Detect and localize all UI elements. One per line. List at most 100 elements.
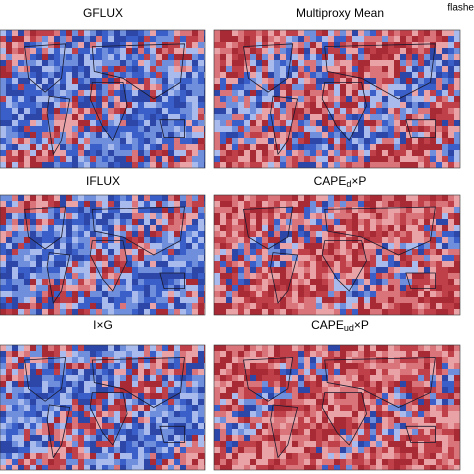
map-cell	[286, 357, 292, 363]
map-cell	[226, 429, 232, 435]
map-cell	[132, 144, 138, 150]
map-cell	[244, 132, 250, 138]
map-cell	[280, 357, 286, 363]
map-cell	[400, 207, 406, 213]
map-cell	[304, 249, 310, 255]
map-cell	[310, 363, 316, 369]
map-cell	[220, 255, 226, 261]
map-cell	[6, 243, 12, 249]
map-cell	[204, 411, 205, 417]
map-cell	[226, 213, 232, 219]
map-cell	[180, 381, 186, 387]
map-cell	[334, 150, 340, 156]
map-cell	[30, 303, 36, 309]
map-cell	[168, 78, 174, 84]
coastline	[89, 82, 128, 142]
map-cell	[144, 363, 150, 369]
map-cell	[162, 78, 168, 84]
map-cell	[412, 405, 418, 411]
map-cell	[232, 255, 238, 261]
map-cell	[436, 369, 442, 375]
map-cell	[268, 291, 274, 297]
map-cell	[442, 207, 448, 213]
map-cell	[150, 48, 156, 54]
map-cell	[232, 357, 238, 363]
map-cell	[144, 138, 150, 144]
map-cell	[96, 201, 102, 207]
map-cell	[0, 453, 6, 459]
map-cell	[334, 351, 340, 357]
map-cell	[454, 219, 460, 225]
map-cell	[340, 42, 346, 48]
map-cell	[238, 459, 244, 465]
map-cell	[406, 453, 412, 459]
map-cell	[304, 405, 310, 411]
map-cell	[442, 273, 448, 279]
map-cell	[162, 363, 168, 369]
map-cell	[186, 66, 192, 72]
map-cell	[162, 96, 168, 102]
map-cell	[48, 156, 54, 162]
map-cell	[358, 261, 364, 267]
map-cell	[448, 405, 454, 411]
map-cell	[0, 78, 6, 84]
map-cell	[436, 291, 442, 297]
map-cell	[132, 162, 138, 168]
map-cell	[36, 453, 42, 459]
map-cell	[412, 90, 418, 96]
map-cell	[400, 120, 406, 126]
map-cell	[352, 279, 358, 285]
map-cell	[24, 399, 30, 405]
map-cell	[150, 36, 156, 42]
map-cell	[220, 375, 226, 381]
map-cell	[18, 60, 24, 66]
map-cell	[394, 207, 400, 213]
map-cell	[78, 120, 84, 126]
map-cell	[340, 237, 346, 243]
map-cell	[250, 465, 256, 470]
map-cell	[96, 96, 102, 102]
map-cell	[292, 399, 298, 405]
map-cell	[358, 231, 364, 237]
map-cell	[144, 36, 150, 42]
map-cell	[268, 36, 274, 42]
map-cell	[36, 369, 42, 375]
map-cell	[376, 279, 382, 285]
map-cell	[382, 303, 388, 309]
map-cell	[126, 465, 132, 470]
map-cell	[298, 429, 304, 435]
map-cell	[144, 381, 150, 387]
map-cell	[406, 96, 412, 102]
map-cell	[24, 150, 30, 156]
map-cell	[286, 387, 292, 393]
map-cell	[102, 225, 108, 231]
map-cell	[286, 42, 292, 48]
map-cell	[250, 423, 256, 429]
map-cell	[268, 231, 274, 237]
map-cell	[96, 162, 102, 168]
map-cell	[18, 114, 24, 120]
map-cell	[78, 54, 84, 60]
map-cell	[412, 387, 418, 393]
map-cell	[418, 36, 424, 42]
map-cell	[126, 405, 132, 411]
map-cell	[268, 435, 274, 441]
map-cell	[280, 162, 286, 168]
map-cell	[286, 96, 292, 102]
map-cell	[274, 102, 280, 108]
map-cell	[280, 417, 286, 423]
map-cell	[292, 423, 298, 429]
map-cell	[204, 48, 205, 54]
map-cell	[72, 297, 78, 303]
map-cell	[102, 303, 108, 309]
map-cell	[144, 30, 150, 36]
map-cell	[186, 291, 192, 297]
map-cell	[442, 303, 448, 309]
map-cell	[406, 54, 412, 60]
map-cell	[406, 447, 412, 453]
map-cell	[412, 261, 418, 267]
map-cell	[418, 441, 424, 447]
map-cell	[144, 357, 150, 363]
map-cell	[262, 219, 268, 225]
map-cell	[244, 60, 250, 66]
